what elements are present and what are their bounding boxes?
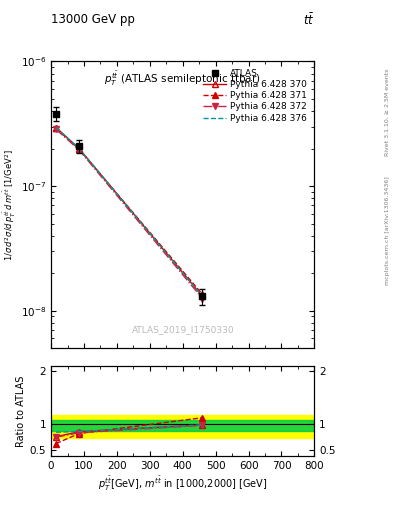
X-axis label: $p_T^{t\bar{t}}$[GeV], $m^{t\bar{t}}$ in [1000,2000] [GeV]: $p_T^{t\bar{t}}$[GeV], $m^{t\bar{t}}$ in… [98,475,268,493]
Text: mcplots.cern.ch [arXiv:1306.3436]: mcplots.cern.ch [arXiv:1306.3436] [385,176,389,285]
Text: Rivet 3.1.10, ≥ 2.5M events: Rivet 3.1.10, ≥ 2.5M events [385,69,389,156]
Y-axis label: $1 / \sigma\, d^2\sigma / d\, p_T^{t\bar{t}}\, d\, m^{t\bar{t}}$ [1/GeV$^2$]: $1 / \sigma\, d^2\sigma / d\, p_T^{t\bar… [2,149,18,261]
Text: $p_T^{t\bar{t}}$ (ATLAS semileptonic ttbar): $p_T^{t\bar{t}}$ (ATLAS semileptonic ttb… [105,70,261,89]
Text: 13000 GeV pp: 13000 GeV pp [51,13,135,26]
Y-axis label: Ratio to ATLAS: Ratio to ATLAS [16,375,26,446]
Bar [51,415,314,438]
Text: ATLAS_2019_I1750330: ATLAS_2019_I1750330 [131,325,234,334]
Bar [51,420,314,432]
Legend: ATLAS, Pythia 6.428 370, Pythia 6.428 371, Pythia 6.428 372, Pythia 6.428 376: ATLAS, Pythia 6.428 370, Pythia 6.428 37… [200,66,310,125]
Text: $t\bar{t}$: $t\bar{t}$ [303,13,314,28]
